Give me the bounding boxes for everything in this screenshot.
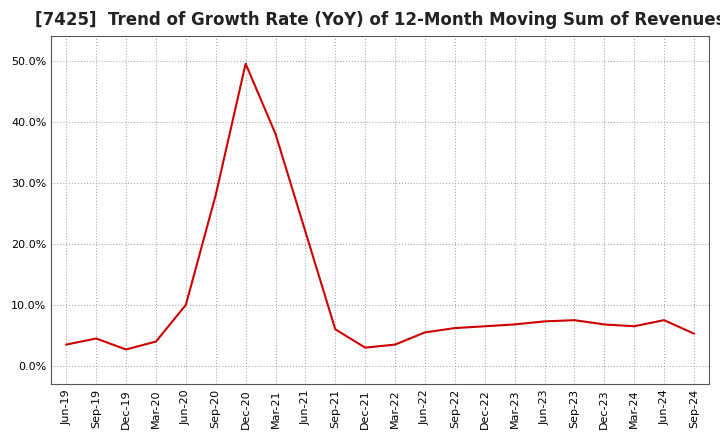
Title: [7425]  Trend of Growth Rate (YoY) of 12-Month Moving Sum of Revenues: [7425] Trend of Growth Rate (YoY) of 12-… [35, 11, 720, 29]
